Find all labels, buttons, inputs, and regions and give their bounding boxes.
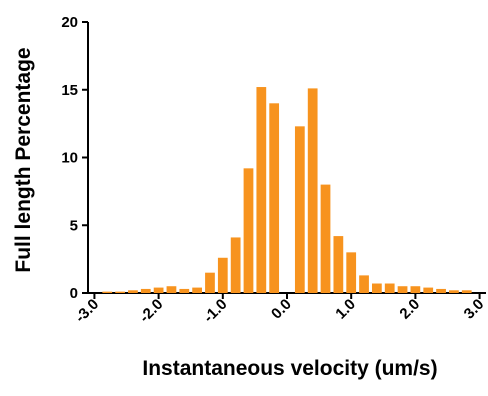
y-axis-title: Full length Percentage (12, 47, 35, 272)
bar (423, 287, 434, 293)
y-tick-label: 5 (70, 217, 78, 234)
bar (269, 103, 280, 293)
bar (294, 126, 305, 294)
bar (371, 283, 382, 293)
bar (307, 88, 318, 294)
bar (449, 290, 459, 293)
bar (333, 236, 344, 293)
x-tick-label: -1.0 (200, 296, 230, 326)
bar (346, 252, 357, 293)
bar (140, 288, 151, 293)
bar (217, 257, 228, 293)
bar (166, 286, 177, 293)
x-tick-label: 3.0 (461, 296, 488, 323)
y-tick-label: 20 (61, 14, 78, 31)
y-tick-label: 10 (61, 150, 78, 167)
bar (205, 272, 215, 293)
bar (461, 290, 472, 293)
bar (384, 283, 395, 293)
bar (436, 288, 446, 293)
bar (359, 275, 369, 293)
bar (115, 291, 125, 293)
y-tick-label: 15 (61, 82, 78, 99)
bar (153, 287, 164, 293)
bar (230, 237, 241, 293)
bar (410, 286, 421, 293)
x-axis-title: Instantaneous velocity (um/s) (142, 357, 437, 380)
y-tick-label: 0 (70, 285, 78, 302)
x-tick-label: -2.0 (136, 296, 166, 326)
bar (256, 87, 267, 293)
bar (397, 286, 408, 293)
bar (192, 287, 203, 293)
x-tick-label: 1.0 (332, 296, 359, 323)
bar (102, 291, 113, 293)
x-tick-label: 0.0 (268, 296, 295, 323)
bar (320, 184, 331, 293)
x-tick-label: 2.0 (396, 296, 423, 323)
bar (179, 288, 190, 293)
bar (128, 290, 138, 293)
bar (243, 168, 254, 293)
